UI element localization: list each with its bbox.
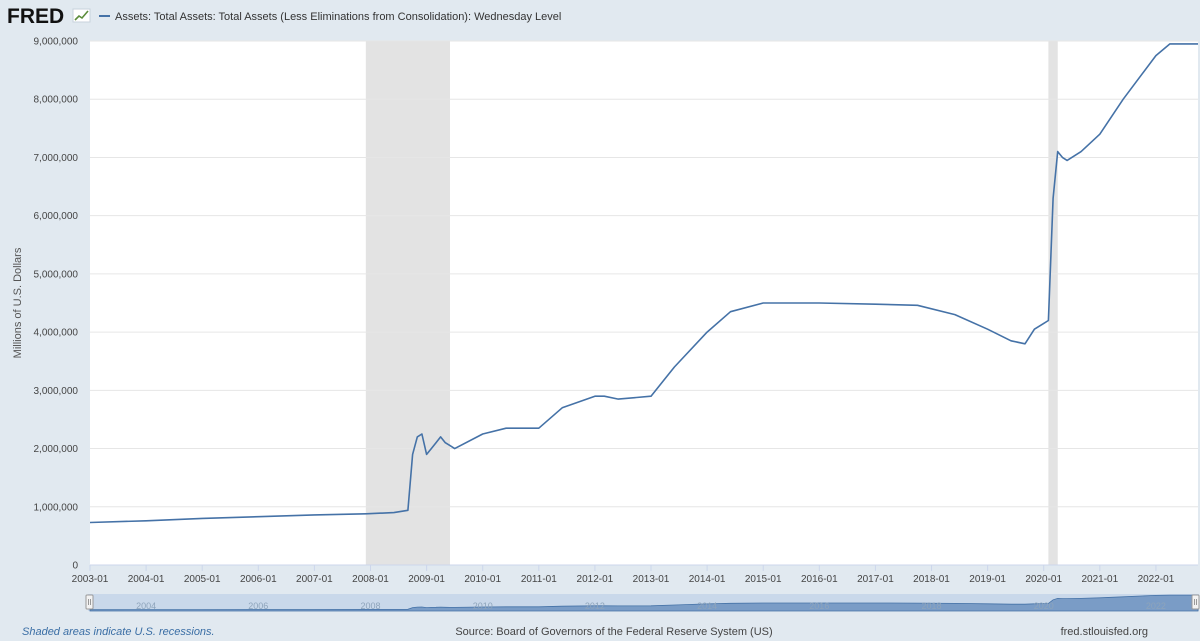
x-tick-label: 2006-01 <box>240 574 277 585</box>
x-tick-label: 2021-01 <box>1081 574 1118 585</box>
navigator-year-label: 2012 <box>585 601 605 611</box>
y-tick-label: 0 <box>72 561 78 572</box>
y-tick-label: 8,000,000 <box>34 95 79 106</box>
x-tick-label: 2022-01 <box>1138 574 1175 585</box>
navigator-year-label: 2004 <box>136 601 156 611</box>
source-credit: Source: Board of Governors of the Federa… <box>455 626 772 638</box>
x-tick-label: 2014-01 <box>689 574 726 585</box>
y-tick-label: 7,000,000 <box>34 153 79 164</box>
y-tick-label: 5,000,000 <box>34 269 79 280</box>
y-tick-label: 6,000,000 <box>34 211 79 222</box>
y-tick-label: 1,000,000 <box>34 502 79 513</box>
navigator-labels: 2004 2006 2008 2010 2012 2014 2016 2018 2020 2022 <box>136 601 1166 611</box>
x-tick-label: 2010-01 <box>464 574 501 585</box>
x-tick-label: 2013-01 <box>633 574 670 585</box>
x-tick-label: 2004-01 <box>128 574 165 585</box>
x-axis-ticks: 2003-01 2004-01 2005-01 2006-01 2007-01 2008-… <box>72 565 1175 585</box>
y-tick-label: 9,000,000 <box>34 37 79 48</box>
x-tick-label: 2008-01 <box>352 574 389 585</box>
header: FRED Assets: Total Assets: Total Assets … <box>7 5 561 28</box>
recession-band <box>365 41 450 565</box>
x-tick-label: 2015-01 <box>745 574 782 585</box>
x-tick-label: 2007-01 <box>296 574 333 585</box>
x-tick-label: 2017-01 <box>857 574 894 585</box>
fred-graph-icon <box>72 8 91 23</box>
navigator-right-handle[interactable] <box>1191 594 1200 610</box>
legend-series-label: Assets: Total Assets: Total Assets (Less… <box>115 11 561 23</box>
x-tick-label: 2011-01 <box>521 574 557 585</box>
y-axis-ticks: 0 1,000,000 2,000,000 3,000,000 4,000,000 5,0… <box>34 37 79 572</box>
footer: Shaded areas indicate U.S. recessions. S… <box>22 626 1148 638</box>
x-tick-label: 2019-01 <box>969 574 1006 585</box>
plot-area <box>90 41 1198 565</box>
x-tick-label: 2009-01 <box>408 574 445 585</box>
x-tick-label: 2020-01 <box>1025 574 1062 585</box>
navigator-year-label: 2010 <box>473 601 493 611</box>
x-tick-label: 2012-01 <box>577 574 614 585</box>
navigator-year-label: 2016 <box>809 601 829 611</box>
y-axis-title: Millions of U.S. Dollars <box>12 247 24 358</box>
x-tick-label: 2003-01 <box>72 574 109 585</box>
range-navigator[interactable]: 2004 2006 2008 2010 2012 2014 2016 2018 2020 2022 <box>85 594 1200 612</box>
fred-logo[interactable]: FRED <box>7 5 64 28</box>
navigator-left-handle[interactable] <box>85 594 94 610</box>
recession-band <box>1048 41 1058 565</box>
navigator-series-area <box>89 594 1199 612</box>
y-tick-label: 4,000,000 <box>34 328 79 339</box>
site-credit[interactable]: fred.stlouisfed.org <box>1061 626 1148 638</box>
grid-lines <box>90 40 1198 508</box>
navigator-year-label: 2022 <box>1146 601 1166 611</box>
navigator-year-label: 2020 <box>1034 601 1054 611</box>
x-tick-label: 2005-01 <box>184 574 221 585</box>
y-tick-label: 3,000,000 <box>34 386 79 397</box>
series-line[interactable] <box>89 43 1198 524</box>
x-tick-label: 2018-01 <box>913 574 950 585</box>
series-layer[interactable] <box>89 43 1198 524</box>
recession-bands <box>365 41 1058 565</box>
navigator-year-label: 2006 <box>248 601 268 611</box>
navigator-year-label: 2018 <box>922 601 942 611</box>
x-tick-label: 2016-01 <box>801 574 838 585</box>
navigator-year-label: 2014 <box>697 601 717 611</box>
recession-note: Shaded areas indicate U.S. recessions. <box>22 626 215 638</box>
y-tick-label: 2,000,000 <box>34 444 79 455</box>
navigator-year-label: 2008 <box>360 601 380 611</box>
